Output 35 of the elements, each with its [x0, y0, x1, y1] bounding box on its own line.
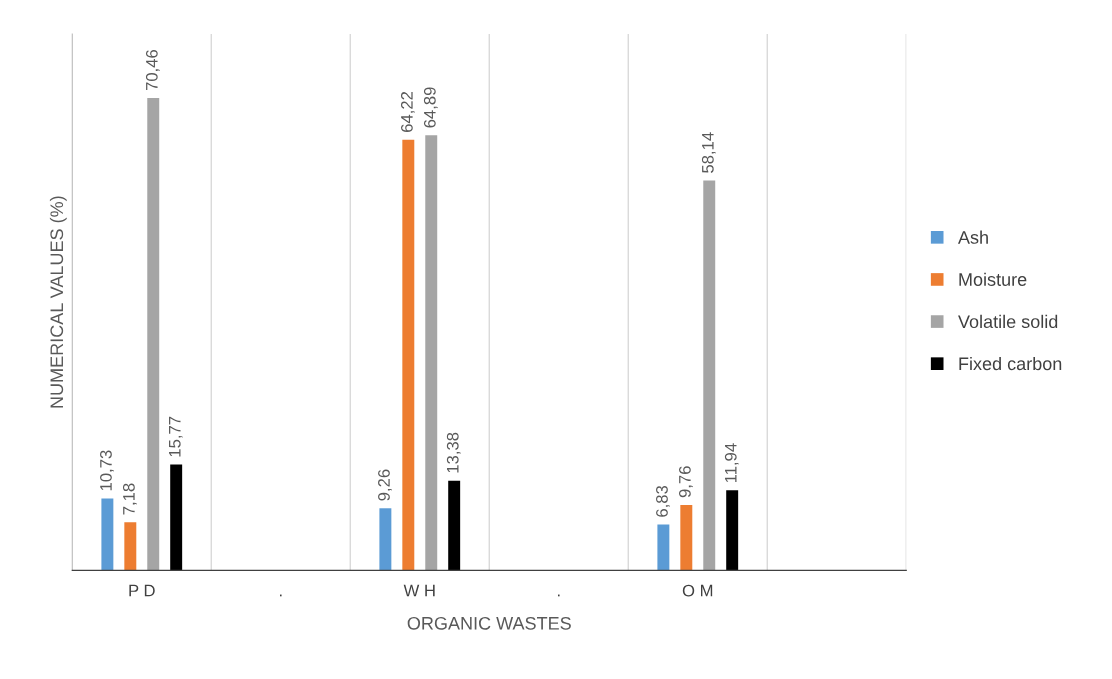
- data-label: 64,22: [400, 91, 415, 132]
- bar: [703, 180, 716, 571]
- bar: [657, 524, 670, 571]
- bar: [425, 135, 438, 571]
- x-tick-label: .: [557, 594, 560, 597]
- bar: [402, 139, 415, 571]
- x-tick-label: W H: [403, 584, 435, 597]
- data-label: 11,94: [724, 443, 739, 483]
- data-label: 58,14: [701, 132, 716, 173]
- data-label: 7,18: [122, 483, 137, 515]
- bar: [170, 464, 183, 571]
- data-label: 6,83: [656, 485, 670, 517]
- data-label: 13,38: [446, 432, 461, 473]
- y-axis-title: NUMERICAL VALUES (%): [49, 196, 67, 408]
- data-label: 70,46: [145, 50, 160, 91]
- bar: [379, 508, 392, 571]
- bar: [101, 498, 114, 571]
- data-label: 9,26: [378, 469, 392, 501]
- bar: [147, 97, 160, 571]
- legend-label: Moisture: [959, 272, 1027, 286]
- bar: [124, 522, 137, 571]
- data-label: 9,76: [678, 466, 693, 498]
- legend-label: Fixed carbon: [959, 356, 1062, 371]
- x-axis-title: ORGANIC WASTES: [407, 616, 571, 630]
- data-label: 64,89: [423, 87, 438, 128]
- x-tick-label: .: [279, 594, 282, 597]
- bar: [726, 490, 739, 571]
- legend-label: Ash: [957, 230, 988, 244]
- bar: [680, 504, 693, 571]
- x-tick-label: P D: [129, 584, 155, 597]
- x-tick-label: O M: [682, 584, 713, 597]
- data-label: 10,73: [100, 450, 114, 491]
- data-label: 15,77: [169, 416, 183, 457]
- legend-label: Volatile solid: [958, 314, 1058, 329]
- bar: [448, 480, 461, 571]
